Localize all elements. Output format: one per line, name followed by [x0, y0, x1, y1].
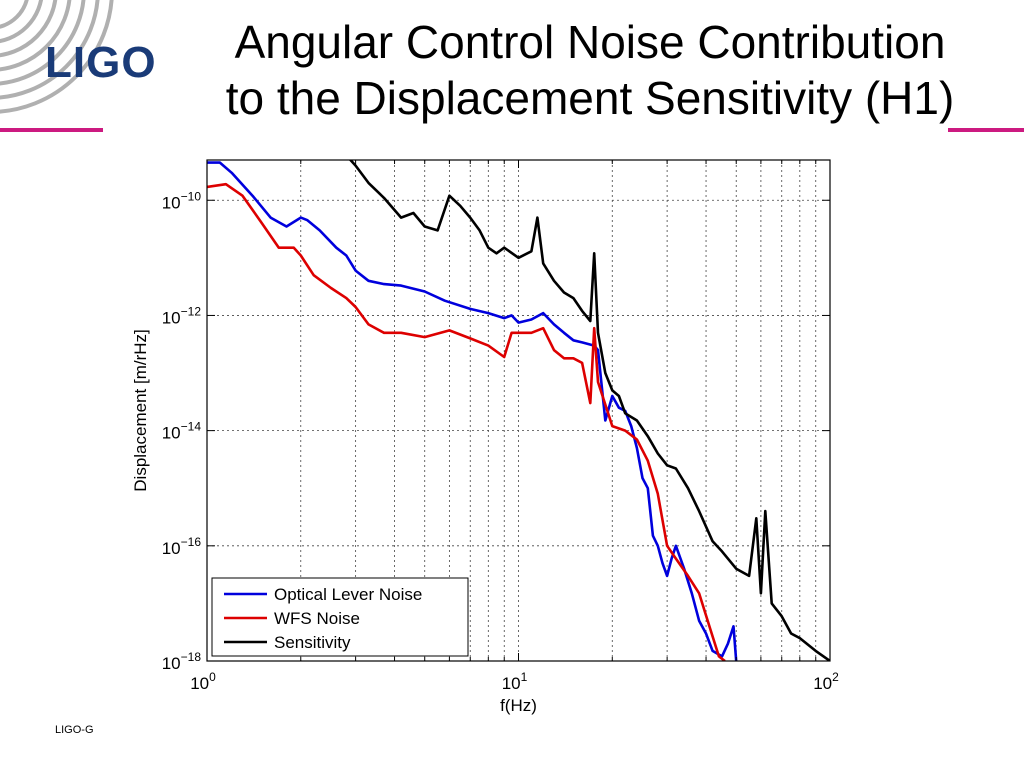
y-tick-label-text: 10−18: [162, 650, 202, 673]
y-tick-label-text: 10−14: [162, 420, 202, 443]
x-tick-label-text: 100: [190, 670, 216, 693]
x-tick-label: 102: [813, 670, 839, 693]
y-tick-label: 10−14: [162, 420, 202, 443]
series-line-2: [207, 182, 726, 661]
y-axis-label: Displacement [m/rHz]: [131, 329, 150, 491]
x-tick-label-text: 101: [502, 670, 528, 693]
slide-title: Angular Control Noise Contribution to th…: [170, 14, 1010, 126]
title-line-1: Angular Control Noise Contribution: [234, 16, 946, 68]
accent-line-right: [948, 128, 1024, 132]
legend-label-1: Optical Lever Noise: [274, 585, 422, 604]
series-line-1: [207, 161, 738, 661]
y-tick-label-text: 10−12: [162, 304, 202, 327]
accent-line-left: [0, 128, 103, 132]
x-tick-label-text: 102: [813, 670, 839, 693]
y-tick-label-text: 10−16: [162, 535, 202, 558]
footer-label: LIGO-G: [55, 724, 94, 736]
y-tick-label: 10−18: [162, 650, 202, 673]
logo-text: LIGO: [45, 38, 157, 87]
y-tick-label: 10−16: [162, 535, 202, 558]
x-tick-label: 100: [190, 670, 216, 693]
legend-label-2: WFS Noise: [274, 609, 360, 628]
y-tick-label: 10−12: [162, 304, 202, 327]
ligo-logo: LIGO: [0, 0, 160, 135]
y-tick-label: 10−10: [162, 189, 202, 212]
x-axis-label: f(Hz): [500, 696, 537, 715]
x-tick-label: 101: [502, 670, 528, 693]
title-line-2: to the Displacement Sensitivity (H1): [225, 72, 955, 124]
series-line-3: [348, 160, 830, 661]
y-tick-label-text: 10−10: [162, 189, 202, 212]
legend-label-3: Sensitivity: [274, 633, 351, 652]
